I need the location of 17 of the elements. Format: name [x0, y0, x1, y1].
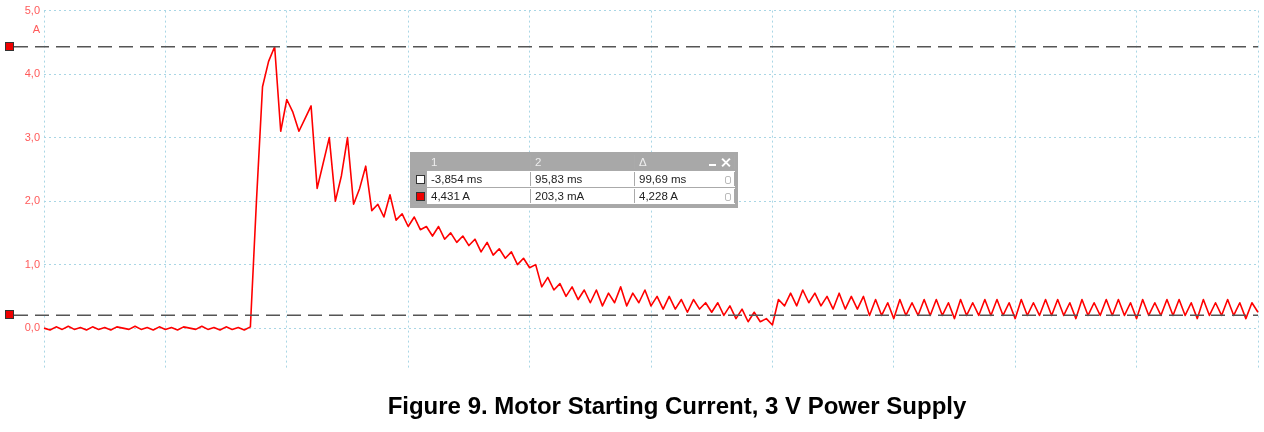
annotation: -3,854 ms — [431, 173, 483, 185]
annotation: 95,83 ms — [535, 173, 583, 185]
annotation: 203,3 mA — [535, 190, 585, 202]
annotation: 1 — [431, 156, 438, 168]
y-tick-label: 5,0 — [24, 3, 40, 16]
annotation: 4,431 A — [431, 190, 471, 202]
text: Figure 9. Motor Starting Current, 3 V Power Supply — [386, 392, 968, 420]
annotation: 99,69 ms — [639, 173, 687, 185]
annotation: 2 — [535, 156, 542, 168]
y-axis-title: A — [32, 22, 41, 35]
annotation: Δ — [639, 156, 647, 168]
y-tick-label: 4,0 — [24, 67, 40, 80]
annotation: 4,228 A — [639, 190, 679, 202]
y-tick-label: 1,0 — [24, 257, 40, 270]
y-tick-label: 2,0 — [24, 194, 40, 207]
y-tick-label: 3,0 — [24, 130, 40, 143]
y-tick-label: 0,0 — [24, 321, 40, 334]
